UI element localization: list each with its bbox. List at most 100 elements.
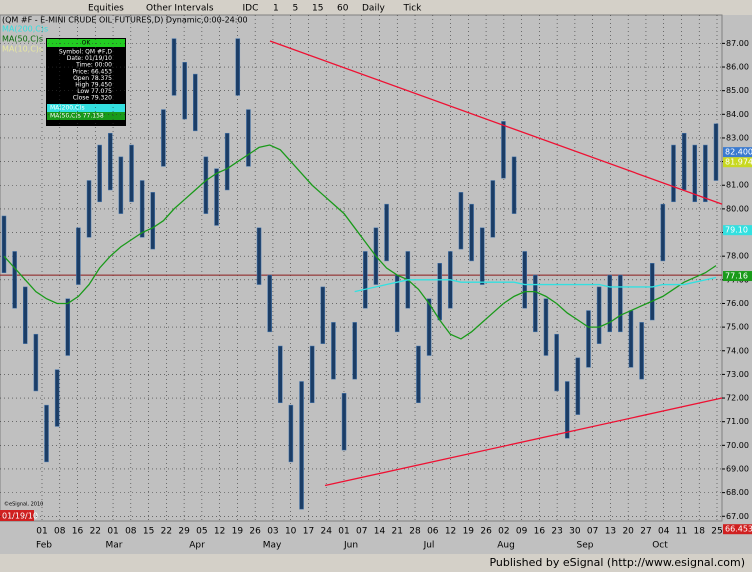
footer-bar (0, 554, 752, 572)
x-tick-label: 18 (694, 527, 706, 537)
price-label-bg (723, 157, 752, 168)
data-window-header: OK (82, 40, 92, 47)
price-bar (278, 345, 283, 404)
y-tick-label: 72.00 (726, 394, 749, 403)
price-bar (288, 404, 294, 463)
toolbar-item[interactable]: Equities (88, 4, 124, 14)
price-bar (224, 132, 230, 191)
price-bar (564, 381, 570, 439)
price-bar (713, 123, 719, 181)
price-bar (23, 286, 28, 344)
x-tick-label: 02 (498, 527, 509, 537)
ma-line (354, 276, 717, 293)
price-bar (533, 274, 538, 333)
x-tick-label: 08 (125, 527, 137, 537)
price-bar (352, 322, 357, 380)
toolbar-item[interactable]: 15 (312, 4, 323, 14)
month-label: May (263, 541, 282, 551)
y-tick-label: 73.00 (726, 370, 749, 379)
price-bar (426, 298, 432, 356)
price-label-bg (723, 225, 752, 236)
price-bar (511, 156, 517, 214)
price-bar (12, 251, 17, 309)
x-tick-label: 09 (516, 527, 528, 537)
price-bar (490, 180, 496, 238)
x-tick-label: 07 (587, 527, 598, 537)
price-bar (671, 144, 676, 203)
price-bar (586, 310, 591, 368)
legend-item: MA(50,C)s (2, 35, 43, 44)
toolbar-item[interactable]: Daily (362, 4, 385, 14)
y-tick-label: 86.00 (726, 63, 749, 72)
price-bar (118, 156, 124, 214)
price-bar (543, 298, 549, 356)
data-window-row: Close 79.320 (73, 95, 112, 102)
trendline (324, 397, 723, 487)
price-label-bg (723, 524, 752, 535)
price-bar (235, 38, 241, 96)
cursor-date: 01/19/10 (2, 512, 38, 521)
price-bar (575, 357, 581, 415)
x-tick-label: 12 (445, 527, 456, 537)
price-bar (469, 203, 474, 262)
price-bar (458, 192, 464, 250)
ma50-bg (47, 112, 125, 120)
price-bar (331, 322, 336, 380)
price-bar (363, 251, 368, 309)
price-bar (394, 274, 400, 333)
x-tick-label: 26 (480, 527, 492, 537)
data-window-row: Price: 66.453 (72, 68, 112, 75)
price-bar (256, 227, 262, 285)
toolbar-item[interactable]: Tick (403, 4, 423, 14)
price-bar (618, 274, 623, 333)
price-bar (660, 203, 666, 262)
price-bar (437, 263, 442, 321)
x-tick-label: 13 (605, 527, 616, 537)
x-tick-label: 20 (622, 527, 634, 537)
trendline (269, 40, 723, 205)
y-tick-label: 74.00 (726, 346, 749, 355)
data-window-row: Time: 00:00 (75, 62, 112, 69)
legend-item: MA(10,C)s (2, 45, 43, 54)
price-bar (341, 393, 347, 451)
price-bar (139, 180, 145, 238)
price-label: 77.16 (725, 272, 748, 281)
x-tick-label: 11 (676, 527, 687, 537)
toolbar-item[interactable]: 60 (337, 4, 349, 14)
price-bar (681, 132, 687, 191)
data-window-row: Open 78.375 (73, 75, 112, 82)
price-label: 81.974 (725, 158, 752, 167)
month-label: Feb (36, 541, 52, 551)
toolbar-item[interactable]: Other Intervals (146, 4, 214, 14)
x-tick-label: 07 (356, 527, 367, 537)
price-bar (501, 121, 506, 179)
price-label-bg (723, 271, 752, 282)
price-bar (161, 109, 166, 167)
price-bar (76, 227, 81, 285)
x-tick-label: 06 (427, 527, 439, 537)
x-tick-label: 04 (658, 527, 670, 537)
price-bar (54, 369, 60, 427)
toolbar-item[interactable]: 1 (273, 4, 279, 14)
price-bar (639, 322, 644, 380)
x-tick-label: 16 (534, 527, 546, 537)
toolbar-item[interactable]: IDC (243, 4, 259, 14)
price-bar (193, 73, 198, 132)
y-tick-label: 75.00 (726, 323, 749, 332)
x-tick-label: 05 (196, 527, 207, 537)
price-bar (108, 132, 113, 191)
price-bar (309, 345, 315, 404)
price-bar (320, 286, 326, 344)
price-label: 82.400 (725, 148, 752, 157)
chart-title: (QM #F - E-MINI CRUDE OIL FUTURES,D) Dyn… (2, 16, 248, 25)
toolbar-item[interactable]: 5 (293, 4, 299, 14)
x-tick-label: 22 (161, 527, 172, 537)
price-bar (33, 333, 39, 392)
y-tick-label: 81.00 (726, 181, 749, 190)
price-bar (171, 38, 177, 96)
price-bar (267, 274, 272, 333)
data-window-row: High 79.450 (75, 82, 112, 89)
x-tick-label: 26 (249, 527, 261, 537)
x-tick-label: 22 (90, 527, 101, 537)
price-bar (86, 180, 92, 238)
